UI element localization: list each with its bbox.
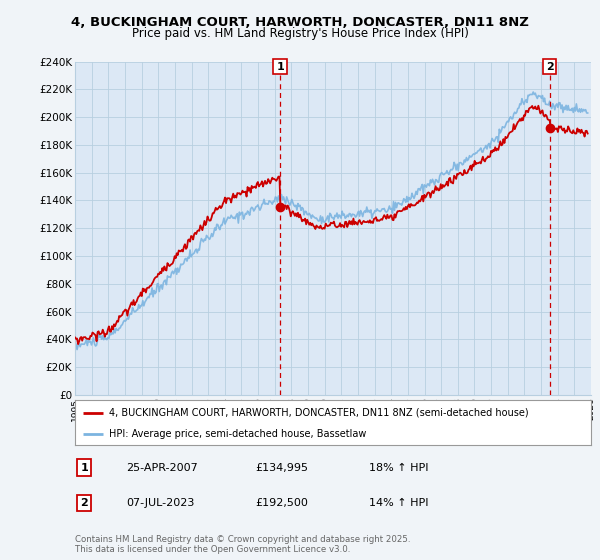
Text: Contains HM Land Registry data © Crown copyright and database right 2025.
This d: Contains HM Land Registry data © Crown c…: [75, 535, 410, 554]
Text: 07-JUL-2023: 07-JUL-2023: [127, 498, 195, 508]
Text: 4, BUCKINGHAM COURT, HARWORTH, DONCASTER, DN11 8NZ: 4, BUCKINGHAM COURT, HARWORTH, DONCASTER…: [71, 16, 529, 29]
Text: £192,500: £192,500: [256, 498, 308, 508]
Text: 4, BUCKINGHAM COURT, HARWORTH, DONCASTER, DN11 8NZ (semi-detached house): 4, BUCKINGHAM COURT, HARWORTH, DONCASTER…: [109, 408, 528, 418]
Text: 1: 1: [276, 62, 284, 72]
Text: 1: 1: [80, 463, 88, 473]
Text: HPI: Average price, semi-detached house, Bassetlaw: HPI: Average price, semi-detached house,…: [109, 429, 366, 439]
Text: 25-APR-2007: 25-APR-2007: [127, 463, 199, 473]
Text: £134,995: £134,995: [256, 463, 308, 473]
Text: 2: 2: [546, 62, 554, 72]
Text: Price paid vs. HM Land Registry's House Price Index (HPI): Price paid vs. HM Land Registry's House …: [131, 27, 469, 40]
Text: 14% ↑ HPI: 14% ↑ HPI: [369, 498, 428, 508]
Text: 18% ↑ HPI: 18% ↑ HPI: [369, 463, 428, 473]
Text: 2: 2: [80, 498, 88, 508]
